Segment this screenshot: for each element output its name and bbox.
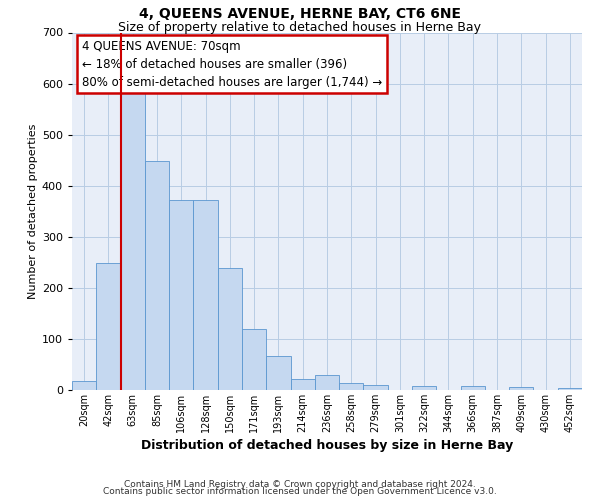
Bar xyxy=(121,91,145,390)
Text: 4, QUEENS AVENUE, HERNE BAY, CT6 6NE: 4, QUEENS AVENUE, HERNE BAY, CT6 6NE xyxy=(139,8,461,22)
Bar xyxy=(193,200,218,390)
Text: Contains public sector information licensed under the Open Government Licence v3: Contains public sector information licen… xyxy=(103,488,497,496)
Bar xyxy=(266,356,290,390)
Bar xyxy=(290,379,315,390)
Text: Size of property relative to detached houses in Herne Bay: Size of property relative to detached ho… xyxy=(119,21,482,34)
Text: Contains HM Land Registry data © Crown copyright and database right 2024.: Contains HM Land Registry data © Crown c… xyxy=(124,480,476,489)
Text: 4 QUEENS AVENUE: 70sqm
← 18% of detached houses are smaller (396)
80% of semi-de: 4 QUEENS AVENUE: 70sqm ← 18% of detached… xyxy=(82,40,382,88)
Bar xyxy=(558,388,582,390)
Bar xyxy=(339,384,364,390)
Bar xyxy=(412,386,436,390)
Bar xyxy=(242,328,266,390)
Bar xyxy=(96,264,121,390)
Bar xyxy=(461,386,485,390)
Bar xyxy=(218,268,242,390)
Y-axis label: Number of detached properties: Number of detached properties xyxy=(28,124,38,299)
X-axis label: Distribution of detached houses by size in Herne Bay: Distribution of detached houses by size … xyxy=(141,439,513,452)
Bar xyxy=(509,388,533,390)
Bar xyxy=(169,200,193,390)
Bar xyxy=(145,161,169,390)
Bar xyxy=(364,385,388,390)
Bar xyxy=(72,381,96,390)
Bar xyxy=(315,374,339,390)
